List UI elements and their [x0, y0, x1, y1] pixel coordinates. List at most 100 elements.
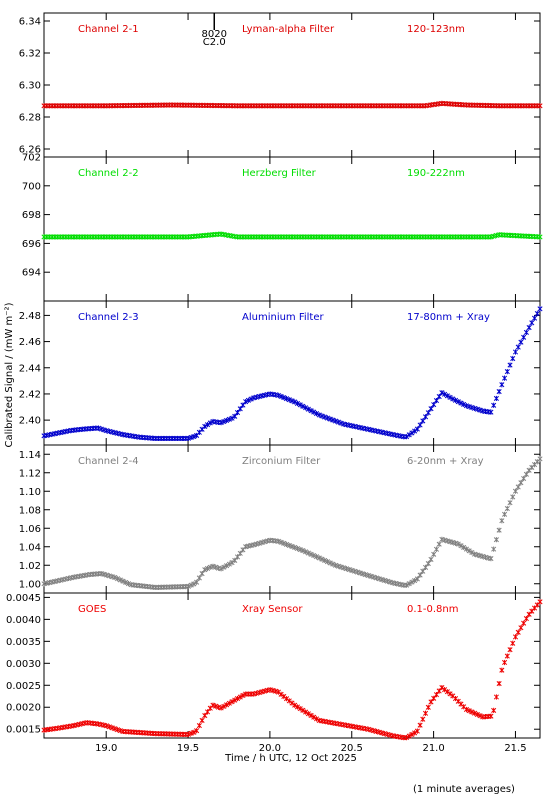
- event-marker-label-top: 8020: [202, 29, 227, 40]
- data-point: [510, 494, 516, 500]
- data-point: [414, 728, 420, 734]
- data-point: [292, 702, 298, 708]
- y-tick-label: 1.04: [19, 542, 41, 553]
- x-tick-label: 21.5: [504, 743, 526, 754]
- data-point: [433, 397, 439, 404]
- y-tick-label: 1.12: [19, 468, 41, 479]
- data-point: [420, 418, 426, 424]
- data-point: [115, 727, 121, 733]
- data-point: [493, 537, 499, 543]
- data-point: [199, 717, 205, 724]
- data-point: [221, 564, 227, 570]
- data-point: [240, 692, 246, 699]
- data-point: [207, 420, 213, 426]
- data-point: [515, 484, 521, 490]
- data-point: [224, 563, 230, 569]
- y-tick-label: 6.26: [19, 145, 41, 156]
- data-point: [496, 680, 502, 687]
- data-point: [442, 391, 448, 397]
- data-point: [109, 725, 115, 731]
- band-label: 120-123nm: [407, 24, 465, 35]
- data-point: [537, 103, 543, 109]
- data-point: [115, 576, 121, 582]
- data-point: [283, 396, 290, 402]
- channel-label: GOES: [78, 604, 106, 615]
- data-point: [213, 703, 219, 709]
- data-point: [123, 579, 129, 586]
- data-point: [502, 511, 508, 517]
- channel-label: Channel 2-2: [78, 168, 139, 179]
- data-point: [234, 554, 241, 560]
- data-point: [112, 726, 118, 732]
- data-point: [512, 349, 519, 355]
- data-point: [417, 572, 423, 578]
- data-point: [422, 710, 429, 716]
- data-point: [531, 315, 538, 321]
- series-3: [41, 306, 543, 442]
- data-point: [515, 344, 521, 350]
- data-point: [518, 339, 524, 345]
- data-point: [330, 561, 336, 567]
- data-point: [512, 488, 519, 494]
- data-point: [491, 402, 497, 408]
- data-point: [537, 456, 543, 462]
- data-point: [455, 541, 461, 547]
- y-tick-label: 702: [22, 153, 41, 164]
- data-point: [499, 382, 505, 388]
- data-point: [218, 420, 224, 426]
- band-label: 190-222nm: [407, 168, 465, 179]
- y-tick-label: 1.10: [19, 487, 41, 498]
- x-tick-label: 19.5: [177, 743, 199, 754]
- data-point: [409, 579, 415, 585]
- data-point: [311, 552, 317, 559]
- data-point: [204, 709, 211, 715]
- data-point: [297, 546, 303, 553]
- data-point: [316, 555, 322, 561]
- data-point: [294, 545, 301, 552]
- data-point: [305, 550, 311, 556]
- y-tick-label: 2.48: [19, 311, 41, 322]
- data-point: [335, 419, 341, 425]
- data-point: [521, 334, 527, 340]
- data-point: [417, 722, 423, 728]
- data-point: [499, 667, 505, 673]
- data-point: [537, 599, 543, 605]
- data-point: [499, 518, 505, 524]
- x-axis-label: Time / h UTC, 12 Oct 2025: [224, 753, 357, 764]
- y-tick-label: 2.40: [19, 416, 41, 427]
- data-point: [507, 647, 513, 653]
- data-point: [510, 355, 516, 362]
- data-point: [447, 394, 453, 400]
- channel-label: Channel 2-1: [78, 24, 139, 35]
- data-point: [194, 728, 200, 734]
- data-point: [319, 413, 325, 419]
- data-point: [283, 541, 290, 547]
- data-point: [292, 544, 298, 551]
- data-point: [226, 561, 232, 567]
- data-point: [455, 399, 461, 405]
- data-point: [300, 707, 306, 713]
- data-point: [232, 557, 238, 564]
- channel-label: Channel 2-3: [78, 312, 139, 323]
- data-point: [204, 422, 211, 428]
- data-point: [417, 422, 423, 428]
- data-point: [338, 420, 344, 426]
- data-point: [452, 397, 459, 403]
- data-point: [218, 705, 224, 711]
- data-point: [507, 500, 513, 506]
- data-point: [521, 475, 527, 482]
- data-point: [308, 551, 314, 557]
- y-tick-label: 6.30: [19, 81, 41, 92]
- data-point: [523, 471, 529, 477]
- data-point: [281, 394, 287, 401]
- data-point: [488, 555, 494, 562]
- band-label: 6-20nm + Xray: [407, 456, 484, 467]
- data-point: [210, 702, 216, 708]
- data-point: [526, 324, 532, 331]
- data-point: [327, 560, 333, 566]
- data-point: [422, 414, 429, 420]
- data-point: [202, 712, 208, 719]
- data-point: [518, 480, 524, 486]
- y-tick-label: 6.32: [19, 49, 41, 60]
